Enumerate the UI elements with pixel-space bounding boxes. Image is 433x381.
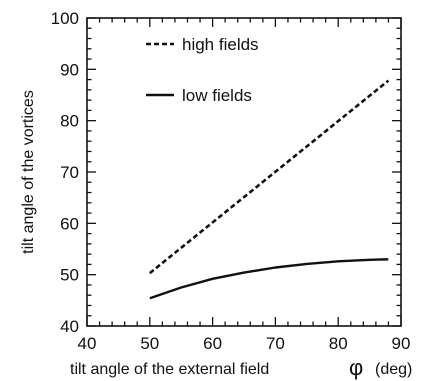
y-tick-label: 60 bbox=[60, 214, 79, 233]
y-tick-label: 90 bbox=[60, 60, 79, 79]
y-axis-label: tilt angle of the vortices bbox=[20, 90, 37, 254]
x-tick-label: 40 bbox=[78, 334, 97, 353]
x-axis-label-group: tilt angle of the external field φ (deg) bbox=[70, 355, 412, 380]
x-axis-symbol: φ bbox=[349, 355, 363, 380]
x-tick-label: 70 bbox=[266, 334, 285, 353]
x-axis-unit: (deg) bbox=[375, 361, 412, 378]
series-line-low-fields bbox=[149, 258, 389, 300]
x-tick-label: 50 bbox=[140, 334, 159, 353]
y-tick-label: 80 bbox=[60, 112, 79, 131]
plot-frame bbox=[86, 17, 402, 327]
axis-ticks bbox=[86, 17, 402, 327]
legend-label-high-fields: high fields bbox=[182, 35, 259, 54]
y-tick-label: 70 bbox=[60, 163, 79, 182]
legend: high fields low fields bbox=[146, 35, 259, 105]
x-tick-label: 80 bbox=[329, 334, 348, 353]
x-axis-label: tilt angle of the external field bbox=[70, 361, 269, 378]
legend-label-low-fields: low fields bbox=[182, 86, 252, 105]
tick-labels: 40 50 60 70 80 90 40 50 60 70 80 90 100 bbox=[51, 9, 411, 353]
y-tick-label: 50 bbox=[60, 266, 79, 285]
series-layer bbox=[148, 79, 390, 300]
series-line-high-fields bbox=[148, 79, 390, 275]
x-tick-label: 60 bbox=[203, 334, 222, 353]
y-tick-label: 100 bbox=[51, 9, 79, 28]
y-tick-label: 40 bbox=[60, 317, 79, 336]
x-tick-label: 90 bbox=[392, 334, 411, 353]
